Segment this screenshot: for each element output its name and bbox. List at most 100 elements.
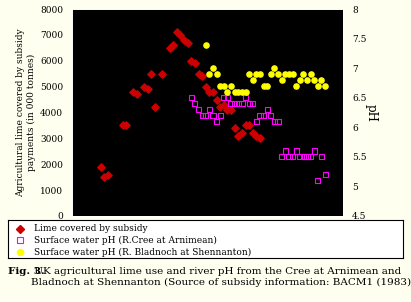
- Point: [170, 43, 176, 48]
- Point: [231, 89, 238, 94]
- Text: Surface water pH (R.Cree at Arnimean): Surface water pH (R.Cree at Arnimean): [34, 236, 217, 245]
- Point: [249, 101, 256, 106]
- Point: [271, 119, 278, 124]
- Point: [235, 89, 242, 94]
- Point: [177, 33, 184, 37]
- Point: [152, 105, 158, 110]
- Point: [192, 101, 198, 106]
- Point: [235, 133, 242, 138]
- Point: [221, 95, 227, 100]
- Point: [130, 89, 137, 94]
- Point: [224, 89, 231, 94]
- Point: [242, 89, 249, 94]
- Point: [318, 154, 325, 159]
- Point: [166, 45, 173, 50]
- Point: [221, 102, 227, 107]
- Point: [282, 72, 289, 76]
- Point: [97, 164, 104, 169]
- Point: [213, 97, 220, 102]
- Point: [246, 72, 252, 76]
- Point: [275, 72, 282, 76]
- Point: [181, 38, 187, 43]
- Point: [217, 113, 224, 118]
- Point: [210, 113, 216, 118]
- Point: [278, 154, 285, 159]
- Point: [217, 105, 224, 110]
- Point: [188, 95, 194, 100]
- Point: [224, 108, 231, 112]
- Point: [210, 66, 216, 71]
- Point: [275, 119, 282, 124]
- Point: [264, 83, 270, 88]
- Point: [257, 113, 263, 118]
- Point: [228, 101, 234, 106]
- Point: [221, 83, 227, 88]
- Point: [289, 72, 296, 76]
- Point: [253, 72, 260, 76]
- Point: [203, 84, 209, 89]
- Point: [322, 172, 328, 177]
- Point: [206, 107, 212, 112]
- Point: [300, 72, 307, 76]
- Y-axis label: pH: pH: [365, 104, 378, 121]
- Point: [185, 40, 191, 45]
- Point: [239, 101, 245, 106]
- Point: [199, 113, 206, 118]
- Point: [286, 72, 292, 76]
- Point: [228, 83, 234, 88]
- Point: [192, 61, 198, 66]
- Point: [224, 95, 231, 100]
- Point: [318, 78, 325, 82]
- Point: [307, 72, 314, 76]
- Point: [246, 101, 252, 106]
- Point: [206, 72, 212, 76]
- Point: [242, 123, 249, 128]
- Point: [203, 42, 209, 47]
- Point: [304, 78, 310, 82]
- Y-axis label: Agricultural lime covered by subsidy
payments (in 000 tonnes): Agricultural lime covered by subsidy pay…: [16, 28, 36, 197]
- Point: [159, 71, 166, 76]
- Point: [141, 84, 148, 89]
- Point: [264, 107, 270, 112]
- Point: [300, 154, 307, 159]
- Point: [210, 89, 216, 94]
- Point: [242, 95, 249, 100]
- Point: [253, 119, 260, 124]
- Point: [314, 83, 321, 88]
- Point: [249, 78, 256, 82]
- Point: [271, 66, 278, 71]
- Point: [314, 178, 321, 183]
- Point: [304, 154, 310, 159]
- Point: [123, 123, 129, 128]
- Text: UK agricultural lime use and river pH from the Cree at Arnimean and
Bladnoch at : UK agricultural lime use and river pH fr…: [31, 267, 411, 287]
- Point: [145, 87, 151, 92]
- Point: [195, 71, 202, 76]
- Point: [231, 101, 238, 106]
- Point: [119, 123, 126, 128]
- Point: [257, 72, 263, 76]
- Point: [268, 72, 274, 76]
- Point: [101, 175, 108, 180]
- Point: [260, 83, 267, 88]
- Point: [235, 101, 242, 106]
- Point: [293, 149, 300, 153]
- Point: [311, 149, 318, 153]
- Point: [213, 119, 220, 124]
- Point: [134, 92, 140, 97]
- Point: [148, 71, 155, 76]
- Point: [296, 154, 303, 159]
- Point: [268, 113, 274, 118]
- Point: [253, 133, 260, 138]
- Point: [203, 113, 209, 118]
- Point: [195, 107, 202, 112]
- Point: [228, 108, 234, 112]
- Point: [307, 154, 314, 159]
- Text: Fig. 3.: Fig. 3.: [8, 267, 45, 276]
- Text: Surface water pH (R. Bladnoch at Shennanton): Surface water pH (R. Bladnoch at Shennan…: [34, 248, 251, 257]
- Point: [239, 89, 245, 94]
- Point: [257, 136, 263, 141]
- Point: [282, 149, 289, 153]
- Point: [249, 131, 256, 136]
- Text: Lime covered by subsidy: Lime covered by subsidy: [34, 224, 148, 233]
- Point: [322, 83, 328, 88]
